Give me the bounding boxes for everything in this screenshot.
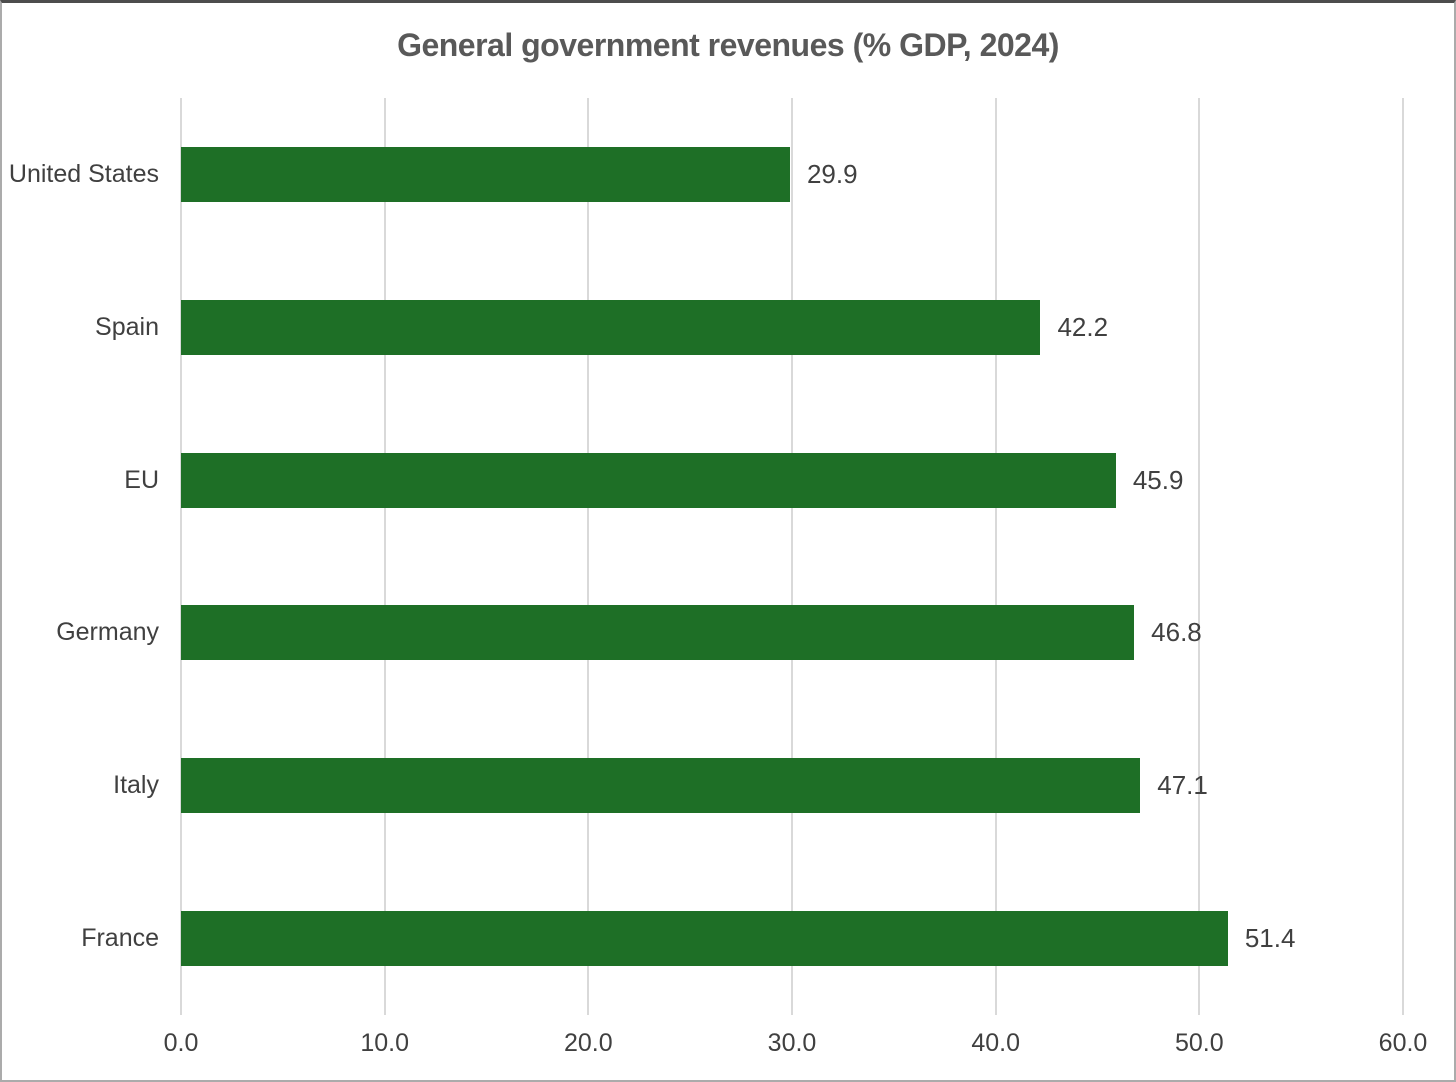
data-label: 45.9 — [1132, 464, 1184, 495]
chart-title: General government revenues (% GDP, 2024… — [397, 27, 1059, 63]
data-label: 51.4 — [1244, 923, 1296, 954]
bar-eu — [181, 452, 1116, 508]
gridline — [1198, 98, 1201, 1015]
category-label: Germany — [56, 618, 159, 647]
category-label: Spain — [95, 312, 159, 341]
x-axis: 0.0 10.0 20.0 30.0 40.0 50.0 60.0 — [164, 1029, 1428, 1069]
data-label: 42.2 — [1057, 311, 1109, 342]
x-tick-label: 50.0 — [1174, 1029, 1224, 1057]
x-tick-label: 20.0 — [563, 1029, 613, 1057]
x-tick-label: 10.0 — [360, 1029, 409, 1057]
category-label: EU — [124, 465, 159, 494]
gridline — [791, 98, 793, 1015]
x-tick-label: 0.0 — [163, 1029, 199, 1057]
gridline — [994, 98, 997, 1015]
bar-germany — [181, 605, 1135, 661]
x-tick-label: 40.0 — [971, 1029, 1020, 1057]
category-axis: United States Spain EU Germany Italy France — [2, 98, 159, 1015]
data-label: 46.8 — [1151, 617, 1202, 648]
bar-united-states — [181, 146, 790, 202]
category-label: France — [81, 924, 159, 953]
bar-italy — [181, 758, 1141, 814]
gridline — [1402, 98, 1404, 1015]
bar-spain — [181, 299, 1041, 355]
data-label: 47.1 — [1157, 770, 1208, 801]
gridline — [180, 98, 182, 1015]
bar-france — [181, 911, 1228, 967]
gridline — [383, 98, 386, 1015]
x-tick-label: 30.0 — [767, 1029, 817, 1057]
plot-area: 29.9 42.2 45.9 46.8 47.1 51.4 — [180, 98, 1404, 1015]
x-tick-label: 60.0 — [1378, 1029, 1428, 1057]
category-label: Italy — [113, 771, 159, 800]
category-label: United States — [8, 159, 159, 188]
gridline — [587, 98, 590, 1015]
data-label: 29.9 — [806, 158, 858, 189]
